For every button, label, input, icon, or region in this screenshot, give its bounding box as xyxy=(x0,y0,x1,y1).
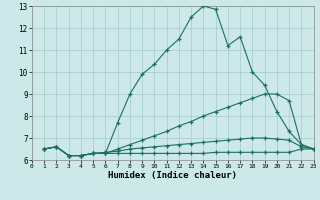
X-axis label: Humidex (Indice chaleur): Humidex (Indice chaleur) xyxy=(108,171,237,180)
